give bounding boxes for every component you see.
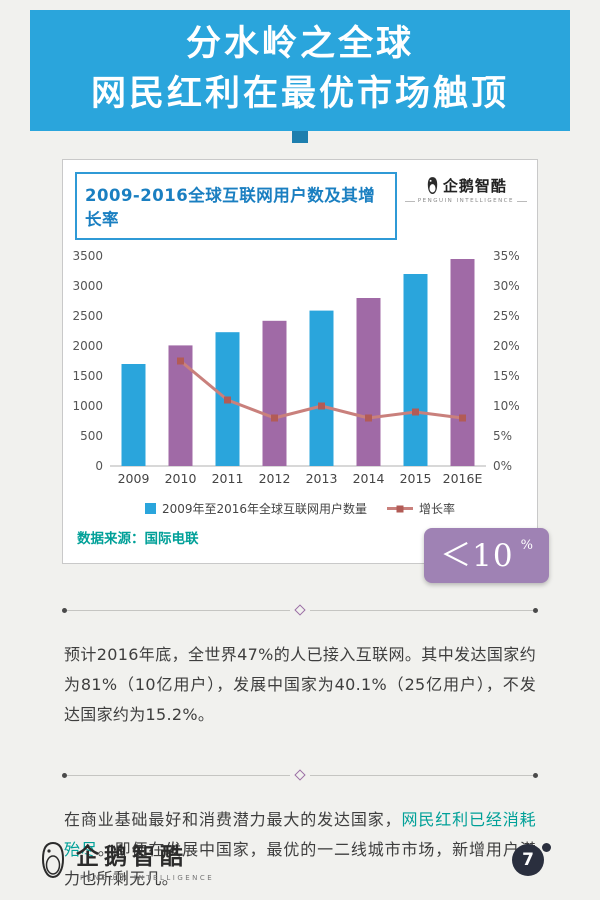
legend-line-swatch [387, 505, 414, 513]
footer: 企鹅智酷 PENGUIN INTELLIGENCE 7 [38, 837, 551, 882]
chart-legend: 2009年至2016年全球互联网用户数量 增长率 [63, 500, 537, 517]
svg-text:2013: 2013 [306, 471, 338, 486]
svg-text:20%: 20% [493, 339, 520, 353]
highlighted-phrase: 网民红利已经消耗殆尽 [64, 810, 536, 859]
svg-text:3000: 3000 [72, 279, 103, 293]
svg-text:2014: 2014 [353, 471, 385, 486]
svg-text:2000: 2000 [72, 339, 103, 353]
growth-rate-marker [271, 414, 278, 422]
section-divider [62, 769, 538, 781]
header-banner: 分水岭之全球 网民红利在最优市场触顶 [30, 10, 570, 144]
logo-row: 企鹅智酷 [425, 175, 507, 196]
growth-rate-marker [177, 357, 184, 365]
divider-dot-right [533, 607, 538, 613]
divider-dot-left [62, 772, 67, 778]
paragraph-part1: 在商业基础最好和消费潜力最大的发达国家， [64, 810, 402, 830]
growth-rate-marker [318, 402, 325, 410]
growth-rate-marker [459, 414, 466, 422]
divider-line [310, 609, 533, 611]
svg-text:25%: 25% [493, 309, 520, 323]
svg-text:2009: 2009 [118, 471, 150, 486]
bar-2010 [168, 345, 193, 467]
svg-text:2012: 2012 [259, 471, 291, 486]
bar-2012 [262, 321, 287, 467]
section-divider [62, 604, 538, 617]
svg-text:5%: 5% [493, 429, 512, 443]
growth-rate-marker [365, 414, 372, 422]
growth-rate-marker [412, 408, 419, 416]
svg-text:0: 0 [95, 459, 103, 473]
svg-text:2015: 2015 [400, 471, 432, 486]
legend-bar-label: 2009年至2016年全球互联网用户数量 [161, 502, 368, 517]
data-source: 数据来源：国际电联 [77, 531, 199, 548]
divider-diamond-icon [294, 604, 306, 617]
svg-text:30%: 30% [493, 279, 520, 293]
under-10-percent-badge: ＜10% [424, 528, 549, 584]
percent-unit: % [520, 538, 533, 554]
growth-rate-marker [224, 396, 231, 404]
penguin-icon [427, 177, 438, 195]
svg-text:1000: 1000 [72, 399, 103, 413]
page-title-line1: 分水岭之全球 [185, 24, 414, 64]
logo-name: 企鹅智酷 [442, 177, 507, 196]
svg-text:2016E: 2016E [443, 471, 483, 486]
footer-logo-text: 企鹅智酷 PENGUIN INTELLIGENCE [76, 837, 218, 882]
penguin-logo: 企鹅智酷 PENGUIN INTELLIGENCE [405, 172, 527, 204]
svg-text:0%: 0% [493, 459, 512, 473]
page-number: 7 [522, 849, 534, 870]
divider-diamond-icon [294, 769, 306, 781]
footer-logo-subtitle: PENGUIN INTELLIGENCE [76, 874, 218, 882]
chart-svg: 0 500 1000 1500 2000 2500 3000 3500 0% 5% 10% 15% 20… [72, 249, 520, 486]
chart-title: 2009-2016全球互联网用户数及其增长率 [75, 172, 397, 241]
svg-text:10%: 10% [493, 399, 520, 413]
page-title-line2: 网民红利在最优市场触顶 [90, 73, 509, 114]
bar-2016E [450, 259, 475, 467]
svg-text:15%: 15% [493, 369, 520, 383]
svg-text:500: 500 [80, 429, 103, 443]
legend-line-label: 增长率 [419, 502, 456, 517]
footer-logo: 企鹅智酷 PENGUIN INTELLIGENCE [38, 837, 218, 882]
divider-line [310, 774, 533, 776]
chart-card: 2009-2016全球互联网用户数及其增长率 企鹅智酷 PENGUIN INTE… [62, 159, 549, 584]
svg-text:2010: 2010 [165, 471, 197, 486]
bar-2013 [309, 310, 334, 467]
bar-2009 [121, 364, 146, 467]
svg-text:2500: 2500 [72, 309, 103, 323]
badge-value: ＜10 [440, 538, 514, 575]
bar-2015 [403, 274, 428, 467]
footer-logo-name: 企鹅智酷 [76, 844, 188, 870]
logo-subtitle: PENGUIN INTELLIGENCE [405, 198, 527, 204]
legend-bar-swatch [144, 503, 156, 515]
svg-text:3500: 3500 [72, 249, 103, 263]
bar-2014 [356, 298, 381, 467]
chart-card-header: 2009-2016全球互联网用户数及其增长率 企鹅智酷 PENGUIN INTE… [63, 172, 537, 241]
banner-pointer [292, 131, 308, 144]
paragraph-internet-penetration: 预计2016年底，全世界47%的人已接入互联网。其中发达国家约为81%（10亿用… [64, 645, 536, 724]
bar-line-chart: 0 500 1000 1500 2000 2500 3000 3500 0% 5% 10% 15% 20… [63, 244, 537, 500]
divider-line [67, 774, 290, 776]
footer-penguin-icon [41, 841, 65, 878]
svg-text:2011: 2011 [212, 471, 244, 486]
page-number-badge: 7 [512, 842, 551, 876]
divider-line [67, 609, 290, 611]
divider-dot-right [533, 772, 538, 778]
svg-text:35%: 35% [493, 249, 520, 263]
svg-text:1500: 1500 [72, 369, 103, 383]
divider-dot-left [62, 607, 67, 613]
